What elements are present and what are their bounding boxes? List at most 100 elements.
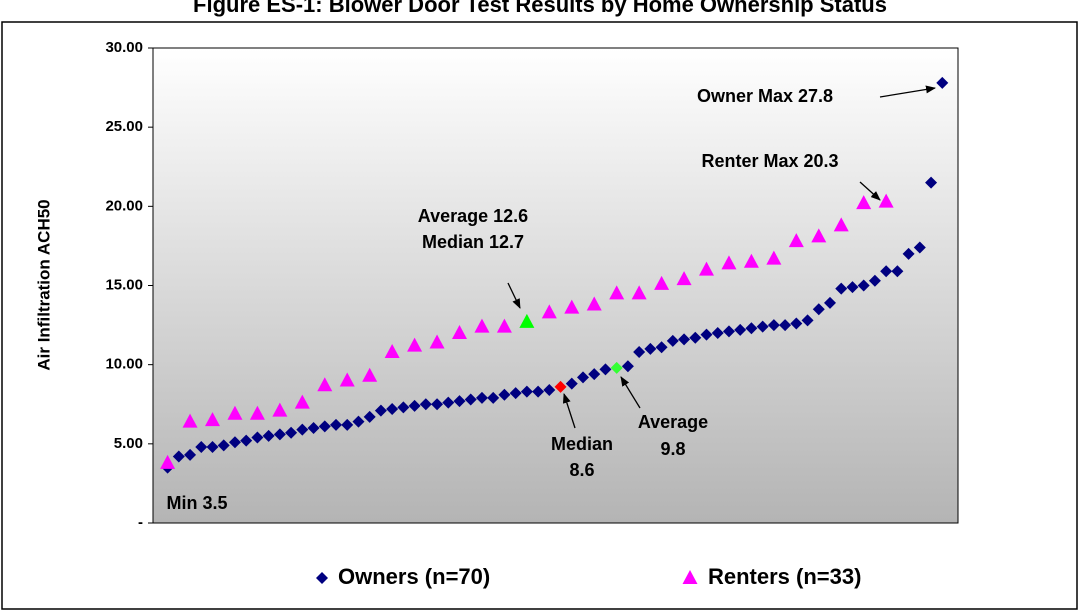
data-point <box>790 317 803 330</box>
data-point <box>766 250 782 265</box>
annotation-arrow <box>507 282 521 309</box>
y-tick-label: 5.00 <box>114 435 143 452</box>
data-point <box>586 296 602 311</box>
data-point <box>318 420 331 433</box>
data-point <box>767 319 780 332</box>
data-point <box>397 401 410 414</box>
data-point <box>801 314 814 327</box>
data-point <box>240 434 253 447</box>
data-point <box>621 360 634 373</box>
y-tick-label: 15.00 <box>105 276 143 293</box>
data-point <box>779 319 792 332</box>
data-point <box>341 418 354 431</box>
data-point <box>330 418 343 431</box>
annotation-arrow <box>879 85 936 98</box>
data-point <box>655 341 668 354</box>
data-point <box>734 323 747 336</box>
data-point <box>833 217 849 232</box>
data-point <box>453 395 466 408</box>
data-point <box>880 265 893 278</box>
legend-label: Renters (n=33) <box>708 564 861 589</box>
data-point <box>878 193 894 208</box>
data-point <box>902 247 915 260</box>
data-point <box>228 436 241 449</box>
data-point <box>532 385 545 398</box>
data-point <box>496 318 512 333</box>
data-point <box>676 271 692 286</box>
data-point <box>273 428 286 441</box>
data-point <box>811 228 827 243</box>
data-point <box>541 304 557 319</box>
data-point <box>812 303 825 316</box>
data-point <box>519 313 535 328</box>
data-point <box>699 261 715 276</box>
y-tick-label: 10.00 <box>105 356 143 373</box>
data-point <box>262 429 275 442</box>
data-point <box>564 299 580 314</box>
data-point <box>452 325 468 339</box>
annotation: Median 12.7 <box>422 232 524 252</box>
data-point <box>442 396 455 409</box>
data-point <box>913 241 926 254</box>
data-point <box>722 325 735 338</box>
data-point <box>352 415 365 428</box>
data-point <box>206 441 219 453</box>
data-point <box>227 405 243 420</box>
data-point <box>294 394 310 409</box>
data-point <box>857 279 870 292</box>
data-point <box>610 361 623 374</box>
data-point <box>588 368 601 381</box>
data-point <box>285 426 298 439</box>
data-point <box>182 413 198 428</box>
data-point <box>217 439 230 452</box>
data-point <box>554 380 567 393</box>
data-point <box>856 195 872 210</box>
data-point <box>431 398 444 411</box>
data-point <box>296 423 309 436</box>
data-point <box>386 403 399 415</box>
data-point <box>599 363 612 376</box>
data-point <box>565 377 578 390</box>
data-point <box>925 176 938 189</box>
annotation: 8.6 <box>569 460 594 480</box>
data-point <box>205 412 221 427</box>
data-point <box>384 344 400 358</box>
data-point <box>666 334 679 347</box>
data-point <box>520 385 533 398</box>
data-point <box>633 346 646 358</box>
chart-title: Figure ES-1: Blower Door Test Results by… <box>193 0 887 17</box>
data-point <box>464 393 477 406</box>
data-point <box>487 391 500 404</box>
y-tick-label: - <box>138 514 143 531</box>
annotation-arrow <box>620 376 641 409</box>
plot-area <box>152 47 959 524</box>
annotation: Average 12.6 <box>418 206 528 226</box>
annotation: Median <box>551 434 613 454</box>
annotation-arrow <box>859 181 881 201</box>
data-point <box>474 318 490 333</box>
data-point <box>362 367 378 382</box>
data-point <box>835 282 848 295</box>
data-point <box>184 448 197 461</box>
data-point <box>272 402 288 417</box>
data-point <box>609 285 625 300</box>
annotation: Owner Max 27.8 <box>697 86 833 106</box>
data-point <box>631 285 647 300</box>
data-point <box>249 405 265 420</box>
data-point <box>475 391 488 404</box>
y-axis-label: Air Infiltration ACH50 <box>34 199 53 370</box>
y-tick-label: 25.00 <box>105 118 143 135</box>
data-point <box>700 328 713 341</box>
data-point <box>788 233 804 248</box>
data-point <box>654 275 670 290</box>
annotation-arrow <box>562 393 576 429</box>
data-point <box>745 322 758 335</box>
data-point <box>756 320 769 333</box>
data-point <box>678 333 691 346</box>
data-point <box>407 337 423 352</box>
data-point <box>317 377 333 392</box>
data-point <box>408 399 421 412</box>
data-point <box>195 441 208 453</box>
legend-marker <box>682 570 698 584</box>
